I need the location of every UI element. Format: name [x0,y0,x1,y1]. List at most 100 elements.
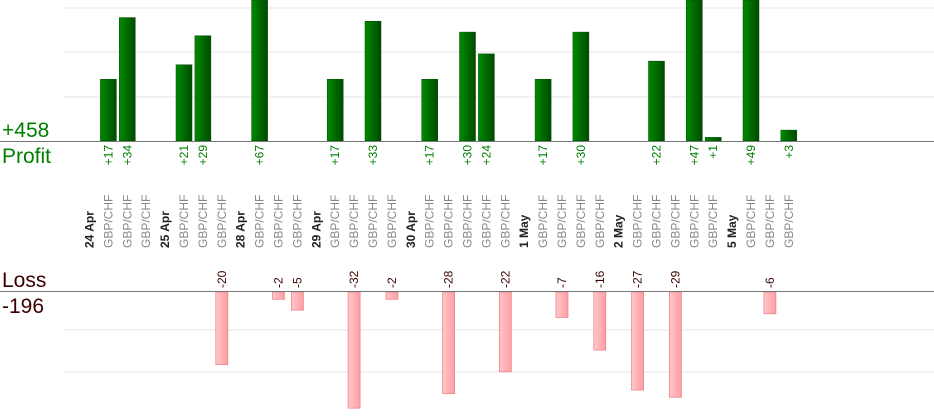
profit-bar [251,0,268,142]
profit-value-label: +22 [650,145,664,166]
loss-value-label: -27 [631,270,645,288]
pair-label: GBP/CHF [328,195,342,248]
profit-value-label: +30 [461,145,475,166]
loss-value-label: -2 [385,277,399,288]
pair-label: GBP/CHF [668,195,682,248]
pair-label: GBP/CHF [763,195,777,248]
profit-value-label: +29 [196,145,210,166]
loss-bar [631,291,644,391]
pair-label: GBP/CHF [120,195,134,248]
date-label: 29 Apr [309,211,323,248]
date-label: 5 May [725,214,739,248]
profit-value-label: +24 [479,145,493,166]
date-label: 30 Apr [404,211,418,248]
profit-bar [742,0,760,142]
profit-label: Profit [2,145,51,168]
pair-label: GBP/CHF [272,195,286,248]
loss-bar [593,291,607,351]
date-label: 1 May [517,214,531,248]
loss-bar [347,291,361,409]
pair-label: GBP/CHF [215,195,229,248]
loss-label: Loss [2,269,46,292]
loss-value-label: -22 [498,270,512,288]
profit-bar [704,137,722,142]
loss-bar [291,291,304,311]
profit-bar [459,31,476,142]
pair-label: GBP/CHF [196,195,210,248]
loss-bar [669,291,682,398]
pair-label: GBP/CHF [442,195,456,248]
profit-value-label: +21 [177,145,191,166]
pair-label: GBP/CHF [687,195,701,248]
pair-label: GBP/CHF [593,195,607,248]
pair-label: GBP/CHF [536,195,550,248]
profit-bar [478,53,495,142]
profit-bar [175,64,193,142]
profit-bar [326,79,344,142]
pair-label: GBP/CHF [479,195,493,248]
pair-label: GBP/CHF [574,195,588,248]
date-label: 24 Apr [83,211,97,248]
profit-bar [572,31,590,142]
date-label: 25 Apr [158,211,172,248]
pair-label: GBP/CHF [744,195,758,248]
profit-value-label: +30 [574,145,588,166]
pair-label: GBP/CHF [423,195,437,248]
date-label: 28 Apr [234,211,248,248]
profit-value-label: +33 [366,145,380,166]
profit-value-label: +17 [536,145,550,166]
loss-bar [272,291,285,300]
profit-total: +458 [2,119,49,142]
category-labels: 24 Apr GBP/CHF GBP/CHF GBP/CHF 25 Apr GBP/CHF… [83,195,796,248]
pair-label: GBP/CHF [253,195,267,248]
profit-value-label: +67 [253,145,267,166]
pair-label: GBP/CHF [139,195,153,248]
loss-bar [215,291,229,365]
loss-value-label: -20 [215,270,229,288]
loss-bar [555,291,569,318]
pair-label: GBP/CHF [385,195,399,248]
loss-bar [498,291,512,373]
profit-value-label: +47 [687,145,701,166]
loss-value-label: -16 [593,270,607,288]
pair-label: GBP/CHF [290,195,304,248]
pair-label: GBP/CHF [461,195,475,248]
loss-bar [442,291,455,394]
profit-value-label: +49 [744,145,758,166]
loss-bar [763,291,777,315]
pair-label: GBP/CHF [650,195,664,248]
value-labels: +17 +34 +21 +29 -20 +67 -2 -5 +17 -32 +33 -2 +17 -28 +… [101,145,795,288]
pair-label: GBP/CHF [347,195,361,248]
pair-label: GBP/CHF [706,195,720,248]
pair-label: GBP/CHF [782,195,796,248]
profit-value-label: +34 [120,145,134,166]
loss-value-label: -5 [290,277,304,288]
profit-bar [534,79,552,142]
loss-total: -196 [2,295,44,318]
loss-value-label: -29 [668,270,682,288]
profit-bar [686,0,703,142]
date-label: 2 May [612,214,626,248]
loss-value-label: -32 [347,270,361,288]
loss-value-label: -2 [272,277,286,288]
pair-label: GBP/CHF [631,195,645,248]
profit-value-label: +17 [101,145,115,166]
pair-label: GBP/CHF [177,195,191,248]
profit-value-label: +3 [782,145,796,159]
profit-bar [119,17,136,142]
profit-value-label: +1 [706,145,720,159]
loss-bar [385,291,399,300]
profit-value-label: +17 [423,145,437,166]
pair-label: GBP/CHF [498,195,512,248]
pair-label: GBP/CHF [101,195,115,248]
profit-bar [780,129,798,142]
profit-value-label: +17 [328,145,342,166]
pair-label: GBP/CHF [555,195,569,248]
bars [100,0,798,409]
loss-value-label: -28 [442,270,456,288]
profit-bar [421,79,438,142]
loss-value-label: -7 [555,277,569,288]
profit-bar [364,20,382,142]
profit-bar [194,35,212,142]
